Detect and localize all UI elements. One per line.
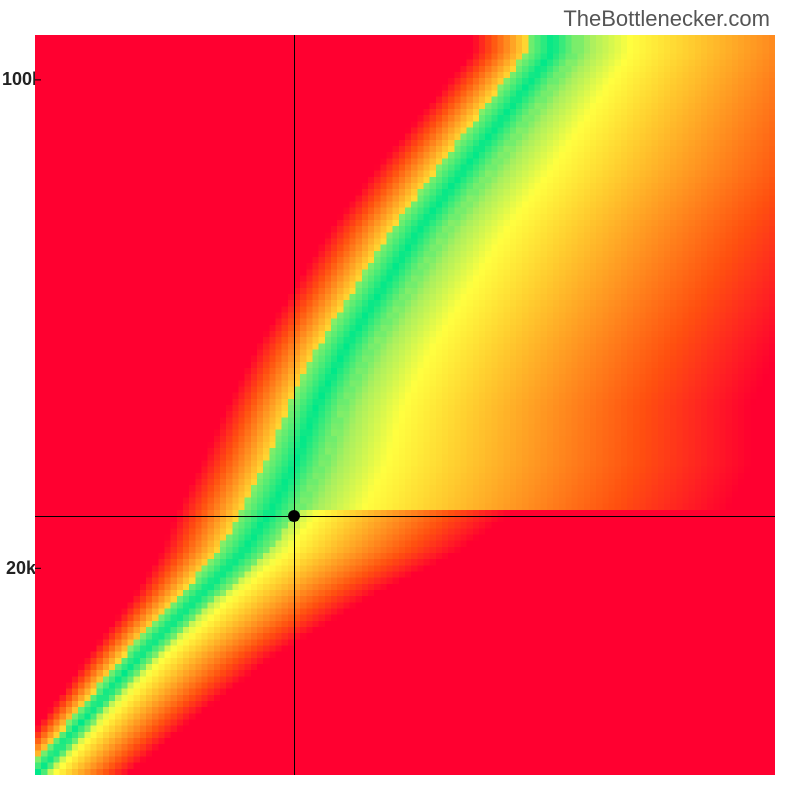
y-tick-20k: 20k [6, 558, 36, 579]
watermark-text: TheBottlenecker.com [563, 6, 770, 32]
chart-container: TheBottlenecker.com 100k 20k [0, 0, 800, 800]
axes-overlay [35, 35, 775, 775]
